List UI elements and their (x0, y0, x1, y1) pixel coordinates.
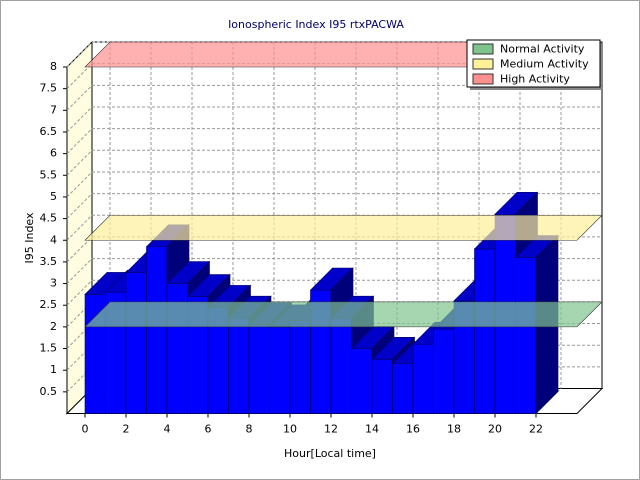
y-tick-label: 7 (50, 103, 57, 116)
y-axis-label: I95 Index (23, 212, 36, 264)
grid-line (66, 323, 93, 349)
bar (351, 348, 373, 414)
y-tick-label: 4 (50, 233, 57, 246)
grid-line (66, 258, 93, 284)
y-tick-label: 1 (50, 363, 57, 376)
x-tick-label: 8 (246, 423, 253, 436)
grid-line (66, 128, 93, 154)
bar (330, 317, 352, 414)
x-tick-label: 12 (324, 423, 338, 436)
bar (248, 324, 270, 414)
x-tick-label: 14 (365, 423, 379, 436)
y-tick-label: 7.5 (40, 82, 58, 95)
grid-line (66, 84, 93, 111)
grid-line (66, 63, 93, 90)
grid-line (66, 171, 93, 198)
x-tick-label: 4 (164, 423, 171, 436)
grid-line (66, 106, 93, 133)
bar (474, 248, 496, 414)
y-tick-label: 3 (50, 277, 57, 290)
bar (371, 359, 393, 414)
x-tick-label: 18 (447, 423, 461, 436)
band-plane (84, 301, 603, 328)
y-tick-label: 1.5 (40, 342, 58, 355)
bar (392, 363, 414, 414)
legend-label: Normal Activity (500, 43, 585, 56)
x-tick-label: 2 (123, 423, 130, 436)
bar (125, 272, 147, 414)
band-plane (84, 214, 603, 241)
bar (228, 317, 250, 414)
y-tick-label: 5 (50, 190, 57, 203)
grid-line (66, 193, 93, 219)
legend-label: High Activity (500, 73, 570, 86)
x-tick-label: 6 (205, 423, 212, 436)
x-tick-label: 20 (488, 423, 502, 436)
chart-title: Ionospheric Index I95 rtxPACWA (228, 18, 404, 31)
y-tick-label: 2.5 (40, 298, 58, 311)
grid-line (66, 236, 93, 263)
legend-swatch (472, 73, 494, 85)
y-tick-label: 3.5 (40, 255, 58, 268)
legend-swatch (472, 58, 494, 70)
bar (412, 343, 434, 414)
grid-line (66, 301, 93, 328)
grid-line (66, 214, 93, 241)
x-tick-label: 22 (529, 423, 543, 436)
y-tick-label: 2 (50, 320, 57, 333)
x-tick-label: 16 (406, 423, 420, 436)
bar (433, 328, 455, 414)
grid-line (66, 366, 93, 393)
legend-label: Medium Activity (500, 58, 589, 71)
y-tick-label: 6.5 (40, 125, 58, 138)
x-axis-label: Hour[Local time] (284, 447, 376, 460)
y-tick-label: 5.5 (40, 168, 58, 181)
legend-swatch (472, 43, 494, 55)
bar (289, 320, 311, 414)
y-tick-label: 4.5 (40, 212, 58, 225)
y-tick-label: 0.5 (40, 385, 58, 398)
grid-line (66, 149, 93, 176)
x-tick-label: 10 (283, 423, 297, 436)
grid-line (66, 279, 93, 306)
x-tick-label: 0 (82, 423, 89, 436)
grid-line (66, 344, 93, 371)
bar (515, 257, 537, 414)
grid-line (66, 41, 93, 68)
bar (146, 246, 168, 414)
bar (269, 326, 291, 414)
y-tick-label: 8 (50, 60, 57, 73)
y-tick-label: 6 (50, 147, 57, 160)
